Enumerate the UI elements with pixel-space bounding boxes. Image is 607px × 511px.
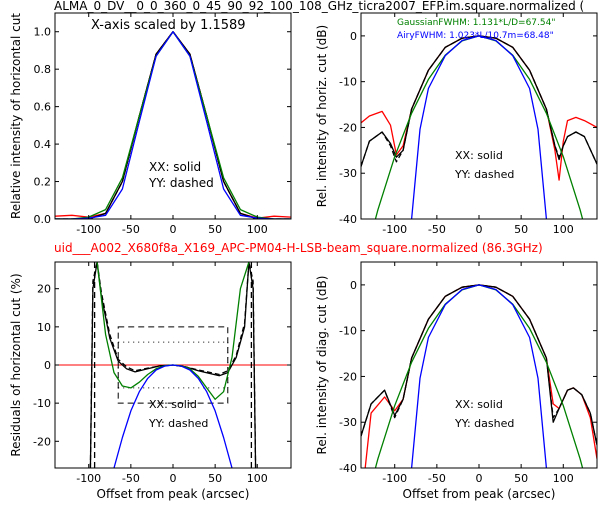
- x-tick-label: 100: [553, 223, 574, 236]
- plot-frame: [360, 12, 598, 220]
- legend-note: YY: dashed: [454, 168, 514, 181]
- x-tick-label: 50: [514, 472, 528, 485]
- x-tick-label: 0: [170, 472, 177, 485]
- x-tick-label: 0: [170, 223, 177, 236]
- y-tick-label: 0: [350, 30, 357, 43]
- y-tick-label: 0.0: [34, 213, 52, 226]
- fwhm-annotation: GaussianFWHM: 1.131*L/D=67.54": [397, 18, 555, 28]
- plot-frame: [360, 261, 598, 469]
- series-line-2: [361, 35, 597, 167]
- series-line-2: [55, 31, 291, 219]
- x-axis-label: Offset from peak (arcsec): [403, 487, 556, 501]
- plot-area: [361, 284, 597, 468]
- y-tick-label: 0: [350, 279, 357, 292]
- y-axis-label: Relative intensity of horizontal cut: [9, 13, 23, 219]
- series-line-4: [410, 35, 548, 219]
- y-tick-label: 0.4: [34, 138, 52, 151]
- dashed-box: [117, 326, 229, 404]
- x-tick-label: -100: [382, 472, 407, 485]
- x-tick-label: -100: [76, 472, 101, 485]
- y-tick-label: 0.6: [34, 101, 52, 114]
- x-tick-label: 0: [476, 223, 483, 236]
- figure-mid-title: uid___A002_X680f8a_X169_APC-PM04-H-LSB-b…: [54, 241, 543, 255]
- x-tick-label: 0: [476, 472, 483, 485]
- figure-top-title: ALMA_0_DV__0_0_360_0_45_90_92_100_108_GH…: [54, 0, 584, 13]
- y-axis-label: Residuals of horizontal cut (%): [9, 273, 23, 456]
- series-line-4: [55, 31, 291, 219]
- legend-note: XX: solid: [149, 398, 197, 411]
- series-line-2: [96, 262, 250, 400]
- x-tick-label: -50: [428, 223, 446, 236]
- x-tick-label: -50: [428, 472, 446, 485]
- series-line-3: [55, 31, 291, 219]
- x-tick-label: 100: [553, 472, 574, 485]
- series-line-1: [89, 262, 257, 468]
- x-tick-label: 100: [247, 472, 268, 485]
- x-tick-label: -50: [122, 223, 140, 236]
- plot-area: [55, 31, 291, 219]
- y-tick-label: 0.2: [34, 176, 52, 189]
- panels-group: -100 -50 0 50 1000.00.20.40.60.81.0Relative …: [9, 12, 598, 501]
- y-axis-label: Rel. intensity of diag. cut (dB): [315, 276, 329, 455]
- y-tick-label: 0.8: [34, 63, 52, 76]
- legend-note: XX: solid: [455, 149, 503, 162]
- series-line-1: [361, 35, 597, 167]
- y-tick-label: -10: [33, 397, 51, 410]
- y-tick-label: -10: [339, 325, 357, 338]
- y-tick-label: 20: [37, 283, 51, 296]
- y-tick-label: -40: [339, 213, 357, 226]
- legend-note: YY: dashed: [454, 417, 514, 430]
- legend-note: YY: dashed: [148, 176, 214, 190]
- series-line-2: [361, 284, 597, 446]
- series-line-3: [113, 364, 233, 468]
- y-tick-label: -20: [339, 121, 357, 134]
- series-line-0: [364, 284, 597, 468]
- scale-annotation: X-axis scaled by 1.1589: [91, 18, 246, 33]
- plot-area: [55, 262, 291, 468]
- legend-note: XX: solid: [149, 160, 201, 174]
- panel-top-left: -100 -50 0 50 100 0.0 0.2 0.4 0.6 0.8 1.0 Relative …: [9, 12, 292, 236]
- x-tick-label: -50: [122, 472, 140, 485]
- x-tick-label: 50: [208, 472, 222, 485]
- y-tick-label: -10: [339, 76, 357, 89]
- y-tick-label: -30: [339, 416, 357, 429]
- fwhm-annotation: AiryFWHM: 1.023*L/10.7m=68.48": [397, 31, 554, 41]
- x-tick-label: 50: [514, 223, 528, 236]
- series-line-1: [55, 31, 291, 219]
- x-tick-label: -100: [76, 223, 101, 236]
- legend-note: XX: solid: [455, 398, 503, 411]
- x-axis-label: Offset from peak (arcsec): [97, 487, 250, 501]
- y-tick-label: -20: [33, 435, 51, 448]
- x-tick-label: -100: [382, 223, 407, 236]
- y-tick-label: 1.0: [34, 26, 52, 39]
- legend-note: YY: dashed: [148, 417, 208, 430]
- series-line-0: [55, 31, 291, 219]
- y-tick-label: -20: [339, 370, 357, 383]
- y-tick-label: -30: [339, 167, 357, 180]
- y-tick-label: 10: [37, 321, 51, 334]
- plot-area: [361, 35, 597, 219]
- x-tick-label: 50: [208, 223, 222, 236]
- y-tick-label: 0: [44, 359, 51, 372]
- x-tick-label: 100: [247, 223, 268, 236]
- y-tick-label: -40: [339, 462, 357, 475]
- y-axis-label: Rel. intensity of horiz. cut (dB): [315, 25, 329, 207]
- series-line-4: [410, 284, 548, 468]
